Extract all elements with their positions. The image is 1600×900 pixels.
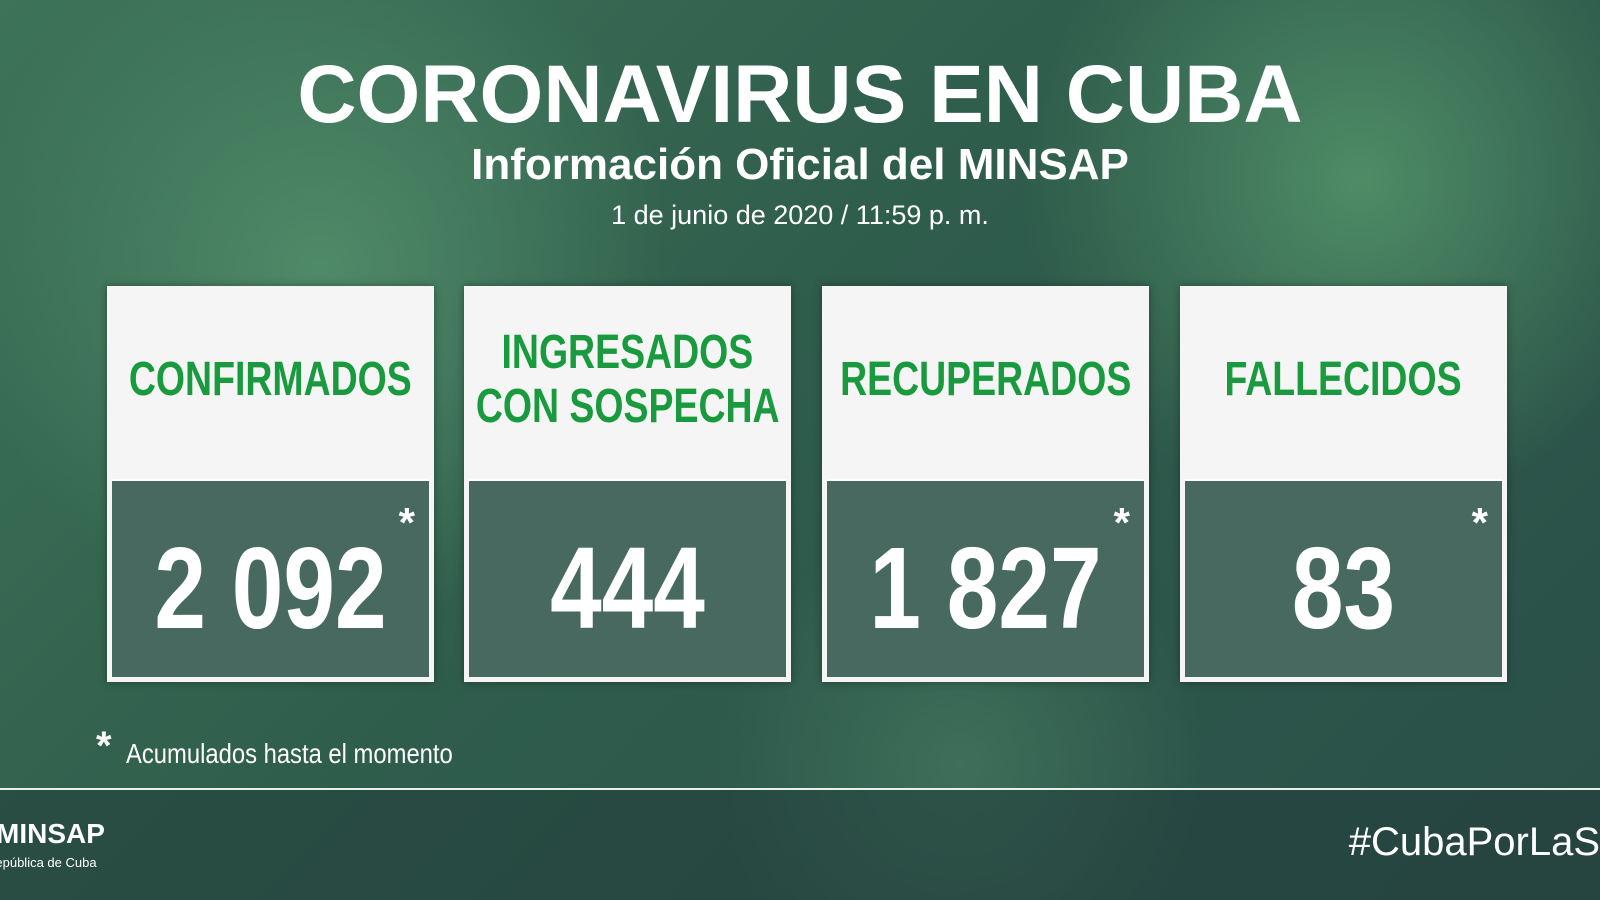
card-body: 83 * (1185, 479, 1502, 677)
card-asterisk: * (1471, 499, 1488, 546)
stat-card: CONFIRMADOS 2 092 * (107, 286, 434, 682)
logo-subtitle: República de Cuba (0, 855, 97, 870)
stat-card: INGRESADOS CON SOSPECHA 444 (464, 286, 791, 682)
subtitle: Información Oficial del MINSAP (471, 140, 1129, 189)
card-body: 1 827 * (827, 479, 1144, 677)
card-header: RECUPERADOS (822, 286, 1149, 474)
card-label: FALLECIDOS (1224, 353, 1463, 406)
divider (0, 788, 1600, 790)
card-value: 83 (1291, 523, 1396, 653)
card-asterisk: * (398, 499, 415, 546)
card-value: 444 (550, 523, 705, 653)
card-label: CONFIRMADOS (129, 353, 412, 406)
card-value: 2 092 (154, 523, 387, 653)
card-asterisk: * (1113, 499, 1130, 546)
card-label: RECUPERADOS (839, 353, 1132, 406)
card-header: CONFIRMADOS (107, 286, 434, 474)
footnote: Acumulados hasta el momento (126, 738, 453, 769)
stat-card: RECUPERADOS 1 827 * (822, 286, 1149, 682)
card-label: CON SOSPECHA (475, 380, 780, 433)
card-header: FALLECIDOS (1180, 286, 1507, 474)
title: CORONAVIRUS EN CUBA (297, 49, 1303, 140)
card-label: INGRESADOS (501, 326, 754, 379)
logo: MINSAP (0, 818, 105, 849)
card-value: 1 827 (869, 523, 1102, 653)
stat-card: FALLECIDOS 83 * (1180, 286, 1507, 682)
card-header: INGRESADOS CON SOSPECHA (464, 286, 791, 474)
card-body: 444 (469, 479, 786, 677)
date: 1 de junio de 2020 / 11:59 p. m. (611, 200, 989, 230)
footer-band (0, 790, 1600, 900)
footnote-asterisk: * (96, 724, 112, 768)
card-body: 2 092 * (112, 479, 429, 677)
hashtag: #CubaPorLaS (1348, 820, 1600, 864)
